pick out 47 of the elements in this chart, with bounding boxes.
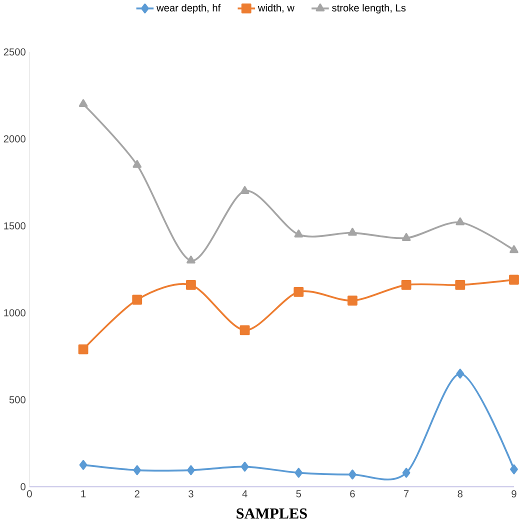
point xyxy=(294,230,303,238)
point xyxy=(79,460,88,470)
point xyxy=(348,228,357,236)
x-tick-label: 2 xyxy=(134,490,140,498)
point xyxy=(132,160,142,168)
point xyxy=(132,294,142,305)
legend-label: width, w xyxy=(258,4,294,13)
point xyxy=(240,186,250,194)
y-tick-label: 1000 xyxy=(4,309,26,316)
x-tick-label: 7 xyxy=(404,490,409,498)
point xyxy=(401,280,412,290)
point xyxy=(294,286,304,297)
point xyxy=(294,468,302,478)
x-tick-label: 0 xyxy=(26,490,32,498)
x-tick-label: 1 xyxy=(81,490,86,498)
point xyxy=(456,217,464,226)
point xyxy=(133,465,141,476)
point xyxy=(402,468,410,478)
point xyxy=(510,464,518,474)
point xyxy=(186,465,195,476)
x-tick-label: 9 xyxy=(512,490,516,498)
point xyxy=(347,296,358,306)
x-tick-label: 4 xyxy=(242,490,248,498)
x-tick-label: 3 xyxy=(188,490,194,498)
point xyxy=(240,325,250,336)
y-tick-label: 2500 xyxy=(4,48,26,56)
point xyxy=(78,99,88,108)
y-tick-label: 500 xyxy=(9,396,26,404)
point xyxy=(402,233,411,241)
y-tick-label: 0 xyxy=(20,483,26,490)
x-axis-title: SAMPLES xyxy=(236,508,307,519)
point xyxy=(456,368,464,379)
legend-label: wear depth, hf xyxy=(156,4,221,14)
point xyxy=(508,274,519,285)
legend-label: stroke length, Ls xyxy=(332,4,406,14)
y-tick-label: 2000 xyxy=(4,135,26,142)
x-tick-label: 6 xyxy=(350,490,355,498)
point xyxy=(78,344,88,354)
point xyxy=(455,280,466,290)
point xyxy=(186,280,196,290)
point xyxy=(240,462,249,472)
point xyxy=(348,470,356,480)
x-tick-label: 5 xyxy=(296,490,301,498)
x-tick-label: 8 xyxy=(458,490,462,498)
point xyxy=(186,256,196,264)
y-tick-label: 1500 xyxy=(4,222,26,230)
point xyxy=(509,245,518,254)
